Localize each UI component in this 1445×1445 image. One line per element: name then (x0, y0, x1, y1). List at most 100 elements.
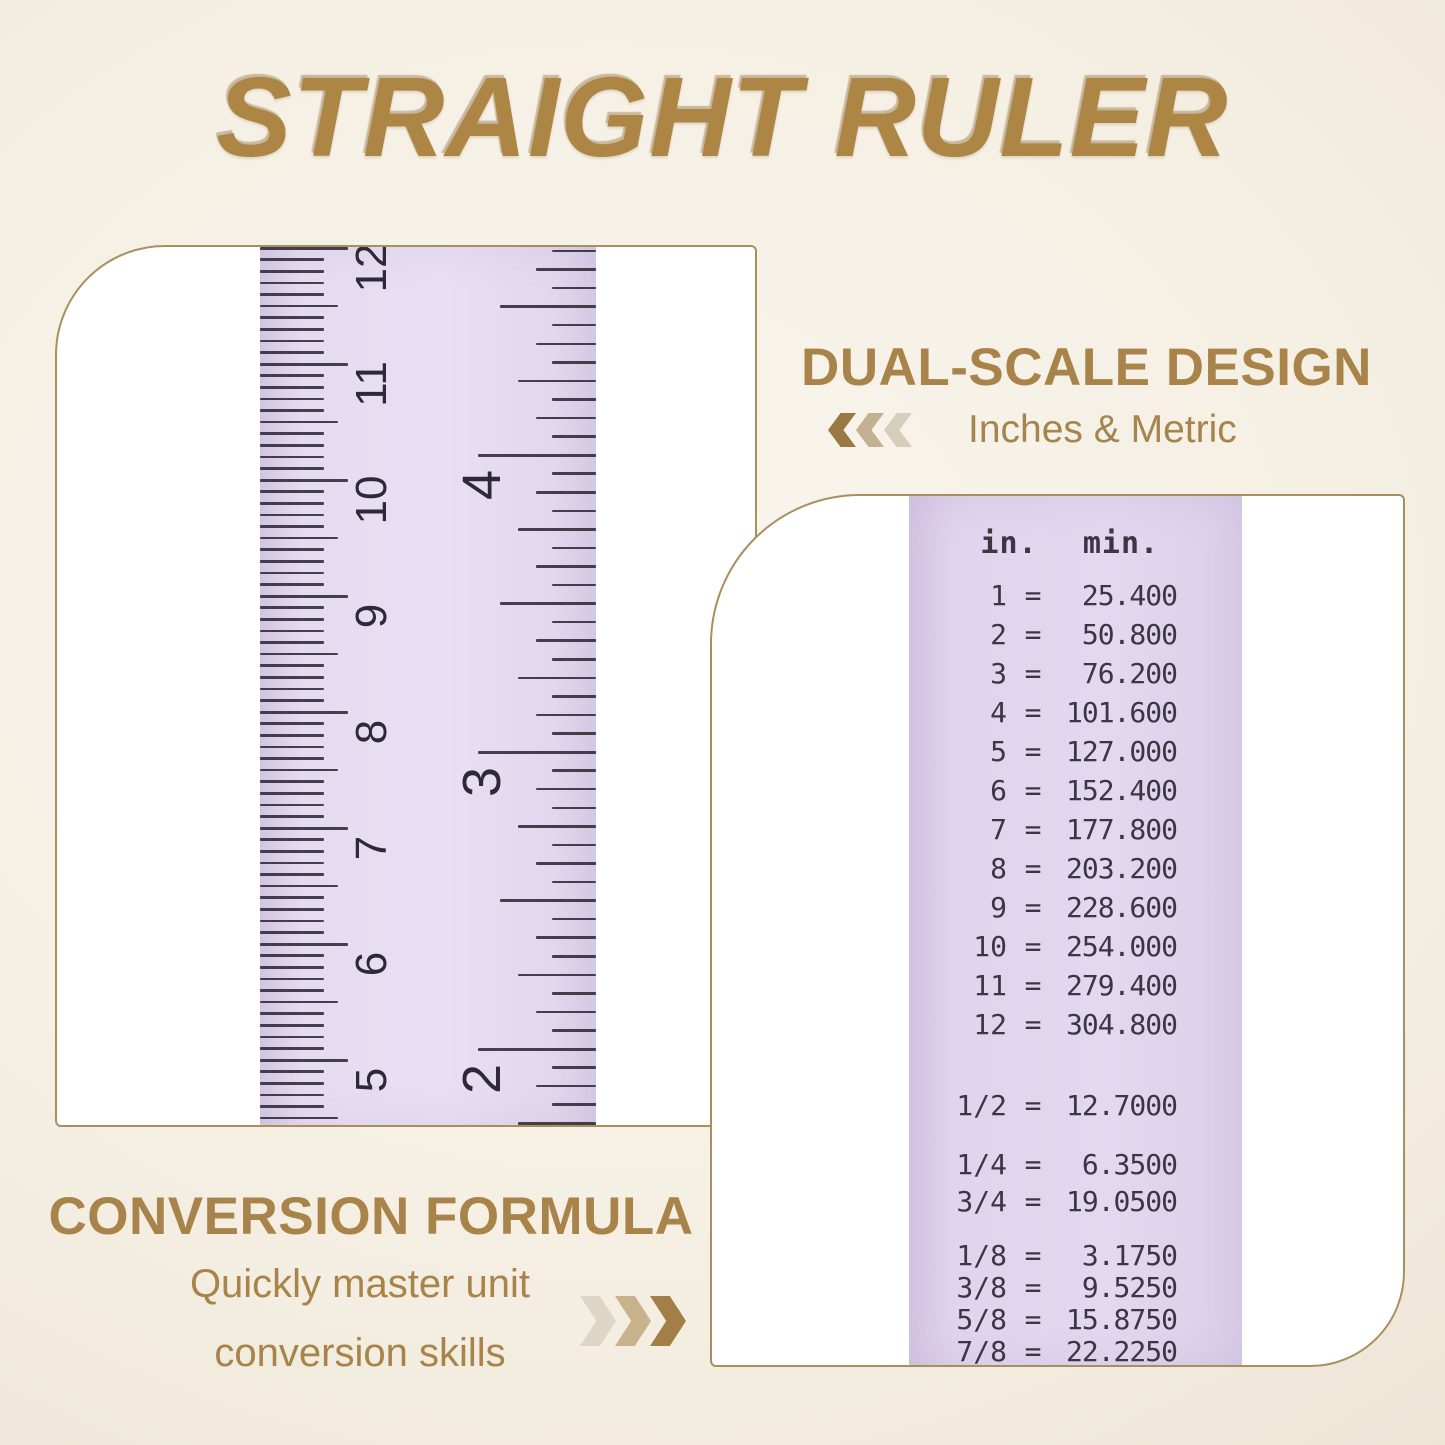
ruler-tick (260, 594, 348, 598)
ruler-tick (260, 734, 324, 737)
ruler-tick (260, 896, 324, 899)
chevron-left-icon (884, 413, 912, 447)
table-cell-inches: 6 (990, 773, 1007, 807)
ruler-tick (260, 618, 324, 621)
ruler-tick (536, 862, 596, 865)
ruler-tick (552, 1103, 596, 1106)
ruler-number-inch: 3 (452, 766, 512, 798)
ruler-tick (260, 838, 324, 841)
ruler-tick (518, 676, 596, 680)
ruler-tick (536, 268, 596, 271)
ruler-tick (552, 917, 596, 921)
table-row: 3 = 76.200 (909, 655, 1242, 691)
col-header-inches: in. (980, 526, 1038, 561)
ruler-tick (552, 695, 596, 698)
table-row: 6 = 152.400 (909, 772, 1242, 808)
table-cell-inches: 1/8 (956, 1238, 1007, 1272)
page-title: STRAIGHT RULER (216, 54, 1229, 180)
table-row: 7/8 = 22.2250 (909, 1334, 1242, 1367)
ruler-tick (260, 954, 324, 957)
table-cell-mm: 177.800 (1065, 812, 1178, 846)
ruler-tick (260, 1105, 324, 1108)
ruler-tick (478, 453, 596, 457)
ruler-tick (260, 374, 324, 377)
ruler-tick (552, 880, 596, 884)
left-ruler-strip: 5 6 7 8 9 10 11 12 2 3 4 (260, 247, 596, 1125)
table-cell-inches: 3/4 (956, 1184, 1007, 1218)
ruler-tick (260, 989, 324, 992)
equals-sign: = (1024, 1335, 1042, 1367)
ruler-tick (552, 992, 596, 995)
chevron-right-icon (580, 1296, 616, 1346)
ruler-tick (536, 1010, 596, 1014)
ruler-tick (260, 548, 324, 551)
equals-sign: = (1024, 617, 1042, 651)
table-cell-inches: 9 (990, 890, 1007, 924)
ruler-tick (536, 787, 596, 791)
ruler-number-cm: 10 (347, 475, 396, 525)
ruler-tick (536, 342, 596, 346)
table-row: 7 = 177.800 (909, 811, 1242, 847)
ruler-tick (552, 732, 596, 735)
ruler-tick (260, 1035, 324, 1039)
ruler-tick (478, 1047, 596, 1051)
table-cell-mm: 254.000 (1065, 929, 1178, 963)
ruler-tick (260, 977, 324, 981)
conversion-table-panel: in. min. 1 = 25.400 2 = 50.800 3 = 76.200 4 = 101.6… (710, 494, 1405, 1367)
ruler-tick (260, 641, 324, 644)
table-cell-inches: 2 (990, 617, 1007, 651)
ruler-tick (260, 1000, 338, 1004)
ruler-tick (260, 931, 324, 934)
ruler-tick (260, 281, 324, 285)
equals-sign: = (1024, 1238, 1042, 1272)
ruler-tick (260, 258, 324, 261)
ruler-tick (552, 843, 596, 847)
ruler-tick (552, 249, 596, 253)
table-row: 4 = 101.600 (909, 694, 1242, 730)
dual-scale-subheading: Inches & Metric (968, 408, 1237, 451)
table-row: 12 = 304.800 (909, 1006, 1242, 1042)
ruler-tick (552, 1066, 596, 1069)
ruler-tick (260, 664, 324, 667)
table-cell-mm: 228.600 (1065, 890, 1178, 924)
ruler-tick (260, 351, 324, 354)
col-header-min: min. (1082, 526, 1160, 561)
ruler-tick (260, 513, 324, 517)
table-row: 11 = 279.400 (909, 967, 1242, 1003)
ruler-tick (260, 919, 324, 923)
ruler-tick (260, 1058, 348, 1062)
ruler-number-cm: 7 (347, 835, 396, 861)
ruler-tick (260, 606, 324, 609)
equals-sign: = (1024, 851, 1042, 885)
ruler-tick (260, 525, 324, 528)
ruler-tick (260, 1093, 324, 1097)
ruler-tick (260, 884, 338, 888)
ruler-tick (536, 491, 596, 494)
table-row: 8 = 203.200 (909, 850, 1242, 886)
table-row: 9 = 228.600 (909, 889, 1242, 925)
table-cell-mm: 6.3500 (1081, 1147, 1178, 1181)
ruler-tick (518, 1122, 596, 1125)
table-row: 3/8 = 9.5250 (909, 1269, 1242, 1305)
equals-sign: = (1024, 695, 1042, 729)
table-cell-inches: 10 (973, 929, 1007, 963)
ruler-tick (552, 472, 596, 475)
ruler-tick (260, 1070, 324, 1073)
chevron-left-icon (828, 413, 856, 447)
ruler-tick (552, 323, 596, 327)
ruler-tick (536, 936, 596, 939)
ruler-tick (260, 583, 324, 586)
ruler-tick (260, 478, 348, 482)
ruler-tick (260, 1012, 324, 1015)
ruler-tick (260, 757, 324, 760)
ruler-tick (260, 722, 324, 725)
ruler-tick (552, 286, 596, 290)
ruler-tick (536, 416, 596, 420)
table-cell-inches: 5/8 (956, 1303, 1007, 1337)
ruler-number-cm: 5 (347, 1067, 396, 1093)
ruler-tick (260, 803, 324, 807)
table-cell-mm: 22.2250 (1065, 1335, 1178, 1367)
equals-sign: = (1024, 968, 1042, 1002)
chevron-right-icon (615, 1296, 651, 1346)
conversion-table-strip: in. min. 1 = 25.400 2 = 50.800 3 = 76.200 4 = 101.6… (909, 496, 1242, 1365)
